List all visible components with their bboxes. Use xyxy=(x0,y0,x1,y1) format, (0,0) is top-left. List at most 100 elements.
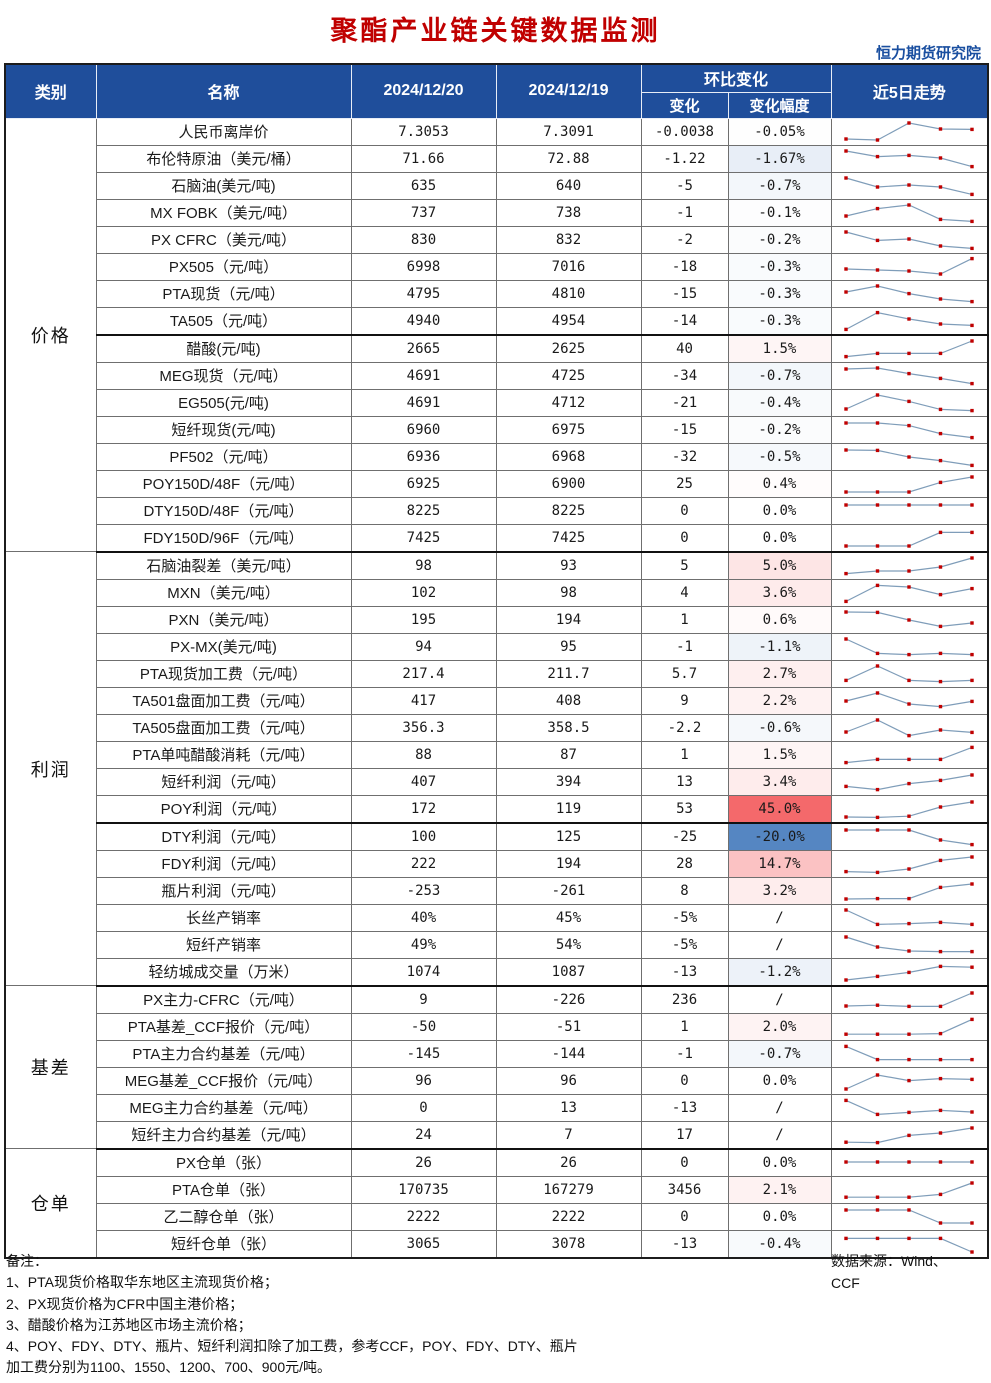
note-line: 2、PX现货价格为CFR中国主港价格； xyxy=(6,1295,244,1312)
name-cell: PF502（元/吨） xyxy=(95,442,352,471)
value-previous-cell: 72.88 xyxy=(495,144,642,173)
table-row: EG505(元/吨) 4691 4712 -21 -0.4% xyxy=(5,388,989,417)
trend-cell xyxy=(830,279,989,308)
trend-sparkline-svg xyxy=(844,392,974,412)
trend-point-marker xyxy=(907,153,911,157)
change-pct-cell: 3.2% xyxy=(727,876,832,905)
trend-point-marker xyxy=(939,651,943,655)
value-current-cell: 4940 xyxy=(350,306,497,336)
name-cell: MX FOBK（美元/吨） xyxy=(95,198,352,227)
trend-point-marker xyxy=(939,351,943,355)
value-previous-cell: 194 xyxy=(495,605,642,634)
trend-point-marker xyxy=(876,757,880,761)
value-previous-cell: 211.7 xyxy=(495,659,642,688)
trend-point-marker xyxy=(939,296,943,301)
table-row: 轻纺城成交量（万米） 1074 1087 -13 -1.2% xyxy=(5,957,989,987)
trend-point-marker xyxy=(844,827,848,832)
change-pct-cell: -0.4% xyxy=(727,388,832,417)
trend-sparkline-svg xyxy=(844,229,974,250)
trend-sparkline-svg xyxy=(844,636,974,656)
trend-point-marker xyxy=(907,1110,911,1114)
trend-point-marker xyxy=(876,787,880,791)
value-current-cell: -145 xyxy=(350,1039,497,1068)
trend-cell xyxy=(830,551,989,580)
change-pct-cell: / xyxy=(727,1093,832,1122)
change-pct-cell: -0.2% xyxy=(727,415,832,444)
table-row: DTY150D/48F（元/吨） 8225 8225 0 0.0% xyxy=(5,496,989,525)
trend-point-marker xyxy=(907,970,911,974)
change-pct-cell: -0.05% xyxy=(727,117,832,146)
trend-cell xyxy=(830,442,989,471)
table-row: 基差 PX主力-CFRC（元/吨） 9 -226 236/ xyxy=(4,985,989,1149)
trend-point-marker xyxy=(844,1140,848,1144)
note-line: 1、PTA现货价格取华东地区主流现货价格； xyxy=(6,1274,278,1291)
value-current-cell: 6936 xyxy=(350,442,497,471)
trend-sparkline-svg xyxy=(844,881,974,901)
trend-point-marker xyxy=(907,568,911,573)
trend-point-marker xyxy=(939,407,943,411)
table-row: MXN（美元/吨） 102 98 4 3.6% xyxy=(5,578,989,607)
value-previous-cell: 6900 xyxy=(495,469,642,498)
value-current-cell: 49% xyxy=(350,930,497,959)
change-pct-cell: -0.7% xyxy=(727,1039,832,1068)
trend-point-marker xyxy=(907,182,911,187)
trend-point-marker xyxy=(939,885,943,889)
change-pct-cell: 0.0% xyxy=(727,1202,832,1231)
trend-sparkline-svg xyxy=(844,310,974,331)
change-cell: 1 xyxy=(640,740,729,769)
change-pct-cell: -0.7% xyxy=(727,361,832,390)
trend-sparkline-svg xyxy=(844,717,974,737)
name-cell: 石脑油裂差（美元/吨） xyxy=(95,551,352,580)
value-current-cell: 9 xyxy=(350,985,497,1014)
table-row: MEG现货（元/吨） 4691 4725 -34 -0.7% xyxy=(5,361,989,390)
value-current-cell: 7425 xyxy=(350,523,497,553)
trend-cell xyxy=(830,849,989,878)
name-cell: PXN（美元/吨） xyxy=(95,605,352,634)
trend-point-marker xyxy=(876,568,880,573)
trend-point-marker xyxy=(844,543,848,548)
trend-point-marker xyxy=(907,896,911,900)
change-pct-cell: -0.7% xyxy=(727,171,832,200)
value-current-cell: 195 xyxy=(350,605,497,634)
trend-point-marker xyxy=(876,717,880,722)
trend-point-marker xyxy=(970,555,974,560)
trend-sparkline-svg xyxy=(844,530,974,548)
trend-point-marker xyxy=(844,489,848,494)
name-cell: 短纤主力合约基差（元/吨） xyxy=(95,1120,352,1150)
trend-point-marker xyxy=(970,219,974,223)
trend-cell xyxy=(830,415,989,444)
trend-point-marker xyxy=(939,757,943,761)
col-header-change-pct: 变化幅度 xyxy=(727,91,832,119)
value-previous-cell: 45% xyxy=(495,903,642,932)
trend-sparkline-svg xyxy=(844,964,974,982)
name-cell: PX CFRC（美元/吨） xyxy=(95,225,352,254)
table-row: 仓单 PX仓单（张） 26 26 0 0.0% xyxy=(4,1148,989,1258)
change-cell: 28 xyxy=(640,849,729,878)
trend-point-marker xyxy=(876,206,880,210)
change-pct-cell: -0.2% xyxy=(727,225,832,254)
col-header-category: 类别 xyxy=(4,63,97,119)
value-current-cell: 4795 xyxy=(350,279,497,308)
trend-point-marker xyxy=(907,781,911,785)
trend-sparkline-svg xyxy=(844,690,974,708)
value-previous-cell: 4725 xyxy=(495,361,642,390)
value-previous-cell: 7016 xyxy=(495,252,642,281)
trend-sparkline-svg xyxy=(844,854,974,874)
value-current-cell: 26 xyxy=(350,1148,497,1177)
value-previous-cell: 6968 xyxy=(495,442,642,471)
trend-point-marker xyxy=(907,316,911,321)
table-header: 类别 名称 2024/12/20 2024/12/19 环比变化 近5日走势 变… xyxy=(4,63,989,119)
trend-point-marker xyxy=(907,236,911,241)
trend-point-marker xyxy=(844,175,848,180)
value-previous-cell: 640 xyxy=(495,171,642,200)
change-cell: 0 xyxy=(640,1066,729,1095)
trend-point-marker xyxy=(970,949,974,953)
value-current-cell: 6925 xyxy=(350,469,497,498)
trend-point-marker xyxy=(876,610,880,614)
trend-point-marker xyxy=(939,1220,943,1225)
value-previous-cell: 7.3091 xyxy=(495,117,642,146)
trend-point-marker xyxy=(939,964,943,968)
value-previous-cell: 358.5 xyxy=(495,713,642,742)
trend-point-marker xyxy=(876,283,880,288)
table-row: DTY利润（元/吨） 100 125 -25 -20.0% xyxy=(5,822,989,851)
